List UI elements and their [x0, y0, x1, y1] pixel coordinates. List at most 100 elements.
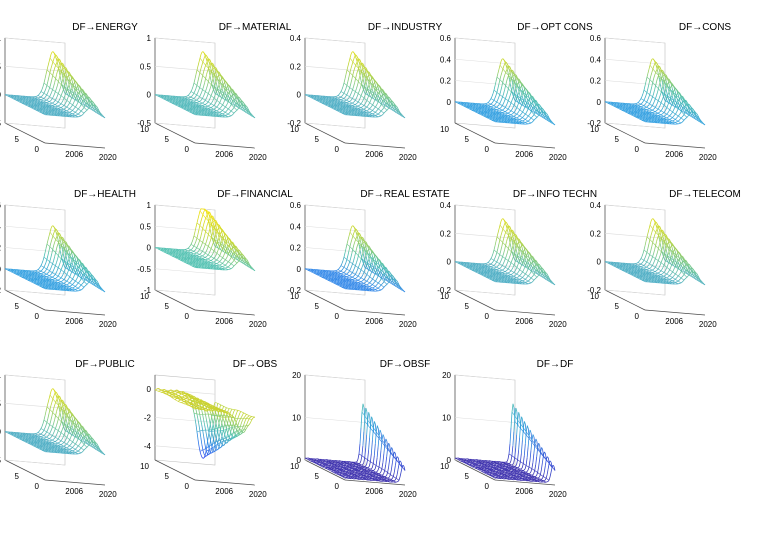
mesh-segment — [225, 112, 229, 115]
mesh-segment — [175, 97, 179, 100]
mesh-segment — [48, 72, 51, 78]
mesh-segment — [62, 74, 65, 78]
mesh-segment — [78, 98, 80, 102]
mesh-segment — [187, 101, 191, 104]
mesh-segment — [198, 107, 202, 110]
mesh-segment — [34, 96, 39, 99]
mesh-segment — [46, 81, 49, 86]
mesh-segment — [370, 88, 373, 91]
mesh-segment — [525, 102, 527, 106]
mesh-segment — [40, 100, 44, 103]
z-gridline — [154, 66, 216, 72]
mesh-segment — [183, 105, 188, 108]
mesh-segment — [243, 106, 246, 109]
mesh-segment — [516, 104, 519, 108]
mesh-segment — [516, 82, 519, 86]
mesh-segment — [186, 107, 190, 110]
mesh-segment — [211, 71, 215, 75]
mesh-segment — [28, 96, 33, 99]
mesh-segment — [228, 92, 232, 97]
mesh-segment — [510, 99, 513, 103]
mesh-segment — [361, 73, 364, 79]
mesh-segment — [367, 74, 370, 77]
mesh-segment — [25, 99, 29, 102]
mesh-segment — [73, 98, 77, 101]
mesh-segment — [70, 106, 72, 108]
mesh-segment — [41, 86, 44, 90]
mesh-segment — [57, 90, 60, 94]
mesh-segment — [196, 92, 199, 96]
mesh-segment — [231, 99, 236, 103]
mesh-segment — [503, 89, 505, 94]
mesh-segment — [73, 92, 77, 96]
mesh-segment — [55, 88, 57, 92]
mesh-segment — [226, 103, 228, 106]
mesh-segment — [51, 110, 55, 113]
mesh-segment — [224, 91, 227, 96]
mesh-segment — [504, 85, 506, 90]
mesh-segment — [56, 114, 61, 117]
mesh-segment — [198, 72, 201, 78]
mesh-segment — [72, 104, 76, 108]
mesh-segment — [497, 84, 500, 89]
mesh-segment — [501, 82, 504, 87]
mesh-segment — [194, 113, 199, 116]
mesh-segment — [517, 91, 520, 95]
mesh-segment — [222, 89, 224, 94]
mesh-segment — [90, 108, 94, 112]
mesh-segment — [16, 95, 21, 98]
mesh-segment — [522, 117, 526, 120]
mesh-segment — [193, 103, 197, 106]
mesh-segment — [645, 77, 648, 82]
mesh-segment — [53, 94, 55, 97]
mesh-segment — [40, 96, 44, 99]
mesh-segment — [58, 61, 62, 66]
mesh-segment — [51, 89, 53, 93]
mesh-segment — [352, 96, 354, 99]
mesh-segment — [198, 112, 202, 115]
mesh-segment — [178, 97, 182, 100]
mesh-segment — [211, 90, 214, 94]
mesh-segment — [67, 79, 69, 84]
mesh-segment — [212, 114, 217, 117]
mesh-segment — [499, 90, 502, 95]
mesh-segment — [528, 115, 532, 119]
mesh-segment — [525, 113, 529, 117]
mesh-segment — [28, 97, 32, 100]
mesh-segment — [209, 75, 212, 81]
z-tick-label: 0 — [597, 98, 602, 107]
mesh-segment — [36, 104, 41, 107]
mesh-segment — [205, 102, 208, 105]
mesh-segment — [223, 81, 226, 84]
mesh-segment — [75, 95, 77, 99]
mesh-segment — [366, 97, 369, 101]
mesh-segment — [46, 85, 50, 88]
mesh-segment — [193, 90, 196, 94]
mesh-segment — [533, 118, 536, 121]
mesh-segment — [241, 108, 243, 111]
mesh-segment — [96, 112, 100, 115]
mesh-segment — [638, 100, 641, 102]
x-axis-line — [44, 142, 106, 149]
mesh-segment — [208, 77, 210, 82]
mesh-segment — [42, 108, 46, 111]
mesh-segment — [364, 76, 367, 81]
mesh-segment — [492, 89, 495, 94]
mesh-segment — [84, 93, 88, 99]
mesh-segment — [73, 81, 76, 84]
mesh-segment — [79, 102, 83, 105]
mesh-segment — [172, 99, 176, 102]
mesh-segment — [48, 87, 51, 91]
chart-panel: DF→INDUSTRY -0.2 0 0.2 0.4 10 5 0 2006 2020 — [287, 22, 442, 162]
mesh-segment — [211, 64, 214, 69]
mesh-segment — [45, 110, 49, 113]
mesh-segment — [43, 103, 47, 106]
mesh-segment — [59, 75, 62, 81]
mesh-segment — [220, 96, 224, 100]
mesh-segment — [355, 102, 358, 105]
mesh-segment — [61, 77, 64, 82]
mesh-segment — [39, 109, 43, 112]
mesh-segment — [55, 102, 58, 105]
mesh-segment — [353, 55, 356, 59]
mesh-segment — [212, 62, 214, 66]
